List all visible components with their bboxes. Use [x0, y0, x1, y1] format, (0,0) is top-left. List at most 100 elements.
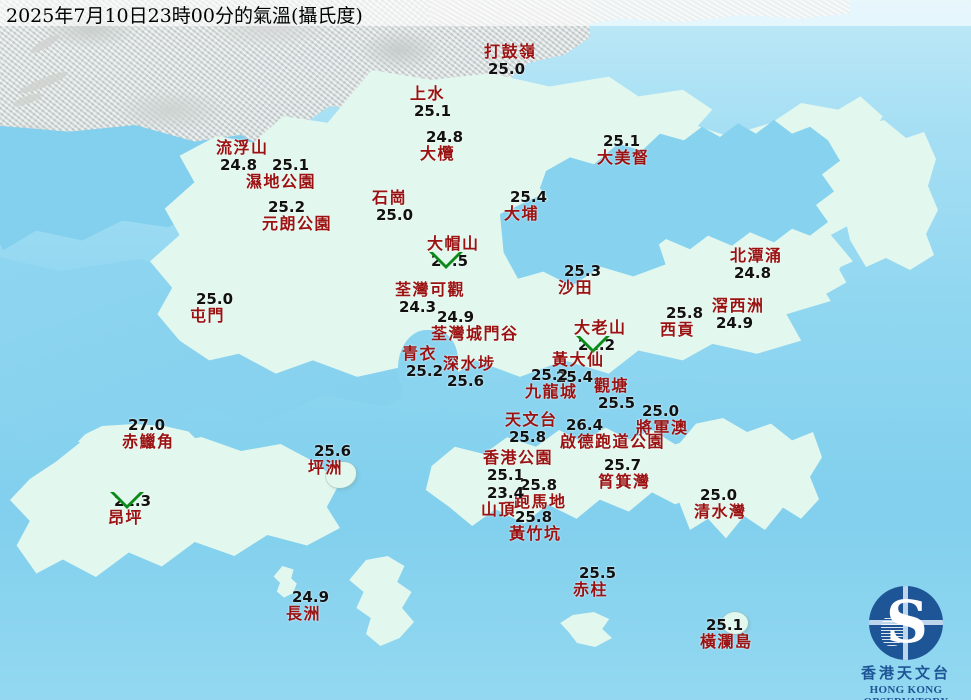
- station-name: 將軍澳: [636, 418, 689, 437]
- station-name: 長洲: [286, 604, 322, 623]
- hko-logo-english-text: HONG KONG OBSERVATORY: [863, 684, 948, 700]
- station-name: 大老山: [574, 318, 627, 337]
- station-25: 27.0 赤鱲角: [122, 418, 175, 452]
- station-7: 25.1 大美督: [597, 134, 650, 168]
- station-6: 25.2 元朗公園: [262, 200, 332, 234]
- station-temperature: 25.0: [488, 60, 526, 78]
- station-temperature: 25.4: [556, 368, 594, 386]
- station-31: 25.8 跑馬地: [514, 478, 567, 512]
- station-0: 打鼓嶺 25.0: [484, 44, 537, 78]
- station-30: 25.0 清水灣: [694, 488, 747, 522]
- station-14: 滘西洲 24.9: [712, 298, 765, 332]
- station-name: 沙田: [558, 278, 594, 297]
- land-sai-kung-island-2: [765, 236, 847, 297]
- station-temperature: 25.6: [314, 442, 352, 460]
- land-waglan-island: [722, 612, 748, 634]
- station-name: 上水: [410, 84, 446, 103]
- station-19: 深水埗 25.6: [443, 356, 496, 390]
- station-17: 大老山 22.2: [574, 320, 627, 354]
- station-name: 西貢: [660, 320, 696, 339]
- station-temperature: 25.8: [666, 304, 704, 322]
- station-name: 觀塘: [594, 376, 630, 395]
- station-name: 筲箕灣: [598, 472, 651, 491]
- station-temperature: 25.3: [564, 262, 602, 280]
- station-name: 石崗: [372, 188, 408, 207]
- station-temperature: 25.6: [447, 372, 485, 390]
- hko-logo-mark: S: [869, 586, 943, 660]
- station-name: 清水灣: [694, 502, 747, 521]
- logo-crosshair-vertical: [903, 586, 908, 660]
- station-name: 九龍城: [525, 382, 578, 401]
- station-temperature: 23.4: [487, 484, 525, 502]
- station-29: 25.7 筲箕灣: [598, 458, 651, 492]
- low-temperature-marker-icon: [110, 492, 144, 509]
- station-1: 上水 25.1: [410, 86, 451, 120]
- station-name: 跑馬地: [514, 492, 567, 511]
- station-name: 黃竹坑: [509, 524, 562, 543]
- station-34: 25.8 黃竹坑: [509, 510, 562, 544]
- station-name: 流浮山: [216, 138, 269, 157]
- page-title: 2025年7月10日23時00分的氣溫(攝氏度): [6, 5, 363, 27]
- station-name: 打鼓嶺: [484, 42, 537, 61]
- station-name: 元朗公園: [262, 214, 333, 233]
- station-27: 香港公園 25.1: [483, 450, 553, 484]
- station-name: 香港公園: [483, 448, 554, 467]
- station-37: 25.1 橫瀾島: [700, 618, 753, 652]
- station-temperature: 25.0: [700, 486, 738, 504]
- station-36: 24.9 長洲: [286, 590, 329, 624]
- station-20: 黃大仙 25.4: [552, 352, 605, 386]
- station-temperature: 25.2: [268, 198, 306, 216]
- station-name: 赤柱: [573, 580, 609, 599]
- land-cheung-chau: [273, 566, 297, 598]
- station-name: 山頂: [481, 500, 517, 519]
- station-temperature: 25.1: [603, 132, 641, 150]
- station-temperature: 24.8: [220, 156, 258, 174]
- station-temperature: 25.0: [196, 290, 234, 308]
- station-35: 25.5 赤柱: [573, 566, 616, 600]
- logo-s-glyph: S: [886, 588, 928, 656]
- station-name: 啟德跑道公園: [560, 432, 666, 451]
- station-21: 25.2 九龍城: [525, 368, 578, 402]
- station-3: 流浮山 24.8: [216, 140, 269, 174]
- station-11: 25.3 沙田: [558, 264, 601, 298]
- station-temperature: 26.4: [566, 416, 604, 434]
- station-22: 觀塘 25.5: [594, 378, 635, 412]
- station-9: 北潭涌 24.8: [730, 248, 783, 282]
- station-temperature: 24.9: [716, 314, 754, 332]
- station-temperature: 25.0: [376, 206, 414, 224]
- station-23: 25.0 將軍澳: [636, 404, 689, 438]
- station-18: 青衣 25.2: [402, 346, 443, 380]
- station-name: 屯門: [190, 306, 226, 325]
- station-temperature: 25.5: [579, 564, 617, 582]
- station-temperature: 25.1: [414, 102, 452, 120]
- logo-halftone-dots: [881, 616, 903, 646]
- hko-logo-chinese-text: 香港天文台: [860, 664, 951, 682]
- station-4: 25.1 濕地公園: [246, 158, 316, 192]
- station-name: 赤鱲角: [122, 432, 175, 451]
- station-15: 24.9 荃灣城門谷: [431, 310, 519, 344]
- station-temperature: 25.8: [520, 476, 558, 494]
- hko-logo: S 香港天文台 HONG KONG OBSERVATORY: [846, 586, 966, 700]
- station-name: 橫瀾島: [700, 632, 753, 651]
- station-24: 天文台 25.8: [505, 412, 558, 446]
- station-temperature: 25.0: [642, 402, 680, 420]
- station-name: 大帽山: [427, 234, 480, 253]
- station-26: 26.4 啟德跑道公園: [560, 418, 665, 452]
- station-name: 昂坪: [108, 508, 144, 527]
- station-temperature: 25.4: [510, 188, 548, 206]
- station-temperature: 25.8: [509, 428, 547, 446]
- station-temperature: 25.2: [531, 366, 569, 384]
- station-name: 深水埗: [443, 354, 496, 373]
- station-name: 北潭涌: [730, 246, 783, 265]
- station-name: 滘西洲: [712, 296, 765, 315]
- low-temperature-marker-icon: [429, 252, 463, 269]
- station-temperature: 25.7: [604, 456, 642, 474]
- station-temperature: 25.5: [598, 394, 636, 412]
- station-name: 黃大仙: [552, 350, 605, 369]
- station-5: 石崗 25.0: [372, 190, 413, 224]
- station-32: 23.4 山頂: [481, 486, 524, 520]
- station-name: 大欖: [420, 144, 456, 163]
- station-16: 25.8 西貢: [660, 306, 703, 340]
- station-temperature: 25.8: [515, 508, 553, 526]
